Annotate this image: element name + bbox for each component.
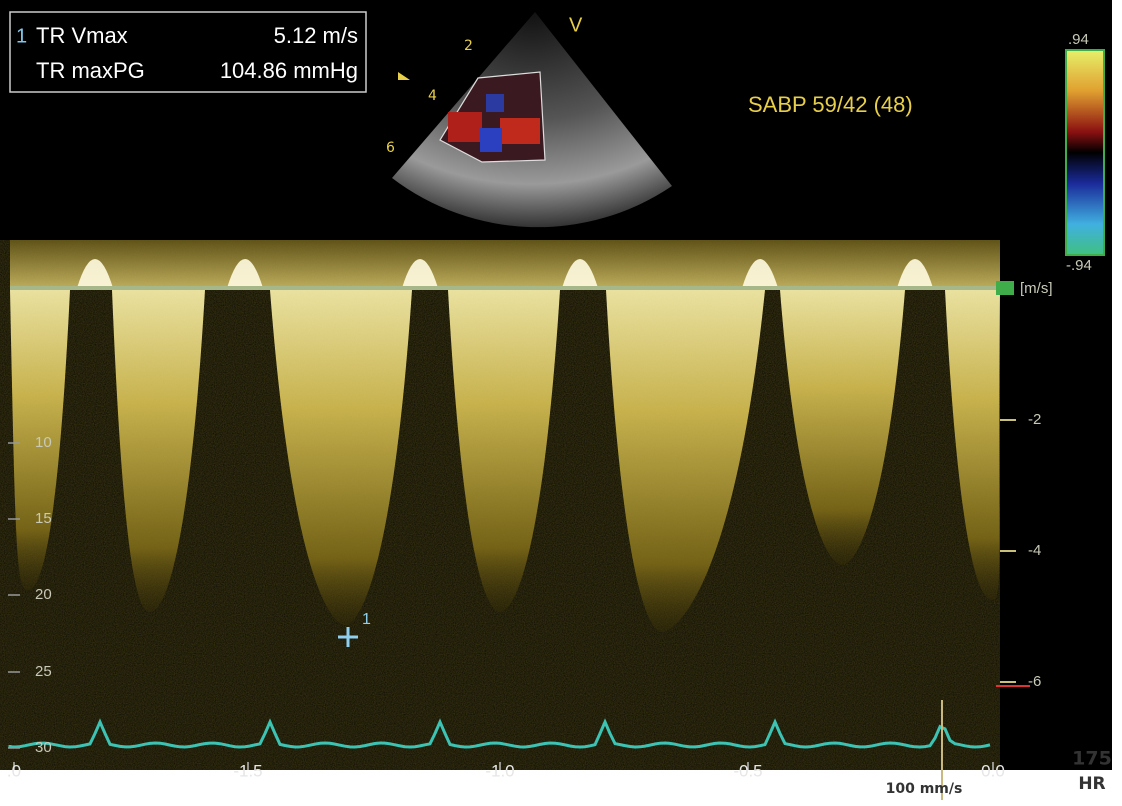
tick-label: -4 — [1028, 542, 1041, 559]
tick-label: 25 — [35, 663, 52, 680]
measurement-value: 104.86 mmHg — [220, 58, 358, 83]
tick-label: -6 — [1028, 673, 1041, 690]
color-bar — [1065, 49, 1105, 256]
forward-spike — [402, 259, 438, 288]
envelope — [606, 290, 765, 632]
velocity-unit: [m/s] — [1020, 280, 1053, 297]
depth-scale: 10 15 20 25 30 — [8, 434, 52, 756]
color-flow-red — [500, 118, 540, 144]
color-flow-blue — [480, 128, 502, 152]
time-axis: .0 -1.5 -1.0 -0.5 0.0 — [7, 761, 1005, 780]
envelope — [945, 290, 1000, 600]
tick-label: 10 — [35, 434, 52, 451]
measurement-marker: 1 — [16, 25, 27, 47]
forward-spike — [227, 259, 263, 288]
heart-rate-label: HR — [1078, 774, 1105, 794]
forward-spike — [562, 259, 598, 288]
velocity-scale: -2 -4 -6 — [1000, 411, 1041, 690]
tick-label: 20 — [35, 586, 52, 603]
forward-spike — [742, 259, 778, 288]
sweep-speed: 100 mm/s — [886, 781, 963, 797]
tick-label: 15 — [35, 510, 52, 527]
tick-label: 30 — [35, 739, 52, 756]
tick-label: 0.0 — [981, 761, 1005, 780]
depth-label: 2 — [464, 38, 473, 54]
tick-label: -1.0 — [485, 761, 514, 780]
tick-label: -2 — [1028, 411, 1041, 428]
measurement-label: TR Vmax — [36, 23, 128, 48]
depth-label: 4 — [428, 88, 437, 104]
cursor-label: 1 — [362, 611, 371, 628]
envelope — [10, 290, 70, 590]
color-flow-red — [448, 112, 482, 142]
tick-label: -1.5 — [233, 761, 262, 780]
measurement-box — [9, 11, 367, 93]
envelope — [448, 290, 560, 612]
measurement-label: TR maxPG — [36, 58, 145, 83]
view-label: V — [569, 14, 583, 36]
color-scale-top: .94 — [1068, 31, 1089, 48]
color-scale-bottom: -.94 — [1066, 257, 1092, 274]
cursor-cross — [338, 627, 358, 647]
heart-rate-value: 175 — [1072, 748, 1112, 770]
depth-label: 6 — [386, 140, 395, 156]
envelope — [780, 290, 905, 565]
tick-label: -0.5 — [733, 761, 762, 780]
spectral-envelopes — [10, 259, 1000, 632]
tick-label: .0 — [7, 761, 21, 780]
forward-flow-band — [10, 240, 1000, 288]
color-flow-blue — [486, 94, 504, 112]
measurement-value: 5.12 m/s — [274, 23, 358, 48]
forward-spike — [897, 259, 933, 288]
envelope — [270, 290, 412, 625]
ecg-trace — [8, 718, 991, 749]
forward-spike — [77, 259, 113, 288]
orientation-mark — [398, 72, 410, 80]
baseline-marker — [996, 281, 1014, 295]
envelope — [112, 290, 205, 612]
pressure-label: SABP 59/42 (48) — [748, 92, 913, 117]
